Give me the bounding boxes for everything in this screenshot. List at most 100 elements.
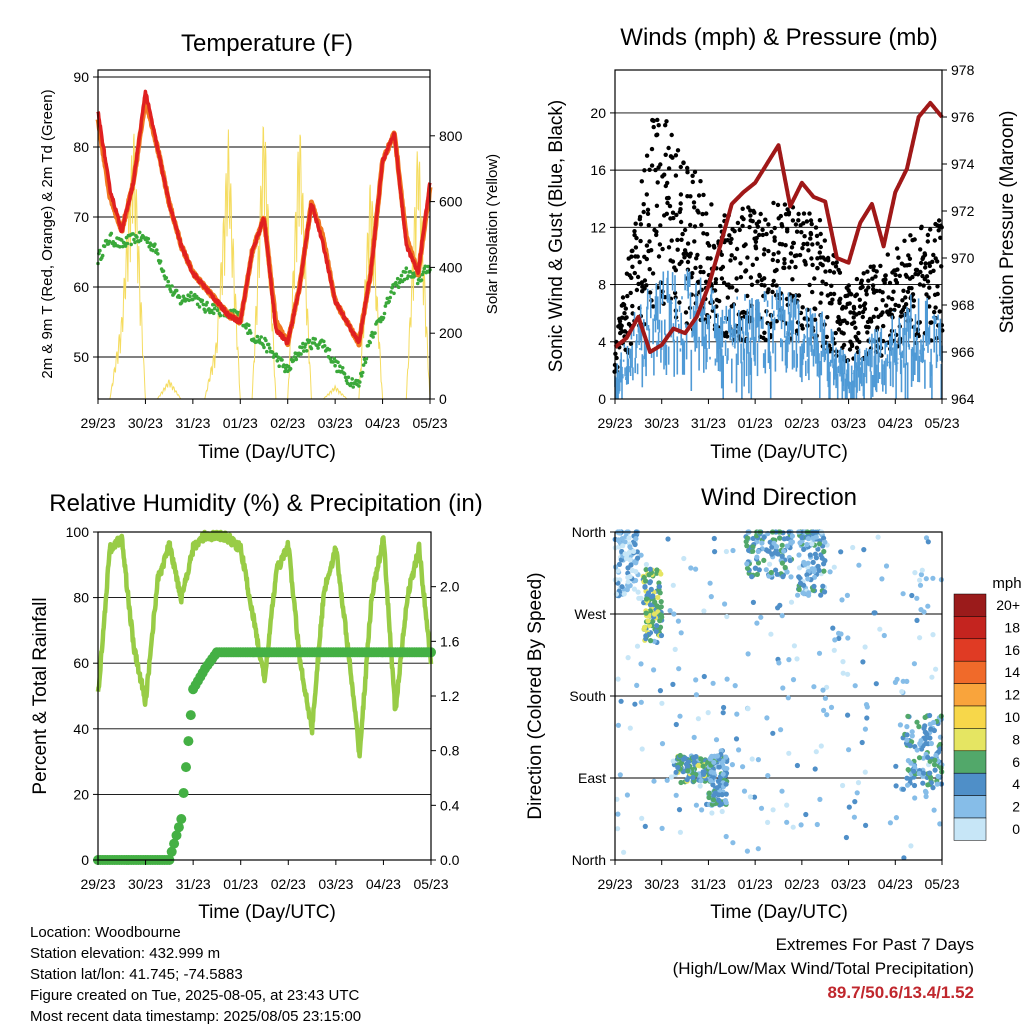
- gust-point: [700, 211, 705, 217]
- gust-point: [874, 269, 879, 274]
- direction-point: [912, 795, 918, 801]
- dewpoint-point: [135, 235, 139, 239]
- gust-point: [800, 326, 805, 331]
- gust-point: [808, 232, 814, 237]
- gust-point: [802, 234, 807, 239]
- direction-point: [770, 730, 776, 736]
- direction-point: [732, 683, 738, 689]
- humidity-xtick-label: 30/23: [128, 876, 163, 892]
- gust-point: [674, 212, 679, 218]
- gust-point: [634, 287, 640, 293]
- gust-point: [685, 241, 691, 246]
- dewpoint-point: [131, 232, 135, 236]
- direction-point: [820, 687, 826, 693]
- gust-point: [885, 252, 890, 257]
- direction-point: [821, 568, 827, 574]
- gust-point: [688, 194, 693, 199]
- winds-ytick-right-label: 966: [951, 344, 975, 360]
- gust-point: [633, 221, 638, 226]
- gust-point: [761, 252, 767, 257]
- dewpoint-point: [388, 295, 393, 300]
- temp-2m-line: [96, 89, 432, 346]
- gust-point: [696, 193, 702, 198]
- gust-point: [629, 254, 634, 259]
- gust-point: [758, 211, 763, 217]
- gust-point: [725, 238, 730, 243]
- direction-point: [619, 584, 625, 590]
- direction-point: [712, 549, 718, 555]
- direction-point: [741, 788, 748, 794]
- gust-point: [870, 276, 875, 281]
- rh-line: [95, 529, 434, 759]
- gust-point: [679, 259, 684, 264]
- direction-point: [643, 596, 650, 602]
- gust-point: [856, 330, 861, 336]
- gust-point: [927, 304, 932, 309]
- direction-point: [836, 635, 842, 642]
- direction-point: [820, 583, 826, 589]
- direction-point: [758, 614, 764, 620]
- direction-point: [781, 548, 787, 554]
- dewpoint-point: [133, 240, 137, 245]
- direction-point: [843, 834, 850, 841]
- temperature-xtick-label: 31/23: [175, 415, 210, 431]
- gust-point: [894, 280, 900, 285]
- gust-point: [703, 279, 709, 284]
- temperature-ytick-right-label: 800: [439, 128, 463, 144]
- direction-point: [881, 632, 887, 639]
- winds-ytick-label: 12: [590, 219, 606, 235]
- dewpoint-point: [187, 298, 191, 303]
- direction-point: [922, 714, 928, 721]
- direction-point: [672, 646, 678, 653]
- direction-point: [713, 737, 720, 743]
- gust-point: [645, 207, 651, 212]
- station-info: Location: Woodbourne Station elevation: …: [30, 922, 361, 1027]
- gust-point: [880, 298, 885, 303]
- direction-point: [925, 782, 931, 788]
- humidity-ytick-right-label: 0.4: [440, 797, 460, 813]
- dewpoint-point: [415, 281, 420, 286]
- gust-point: [666, 195, 671, 201]
- dewpoint-point: [351, 385, 356, 389]
- gust-point: [864, 292, 869, 297]
- gust-point: [838, 296, 843, 301]
- gust-point: [692, 205, 697, 210]
- direction-point: [773, 567, 779, 573]
- direction-point: [840, 659, 846, 665]
- dewpoint-point: [358, 380, 362, 384]
- direction-point: [654, 623, 660, 629]
- dewpoint-point: [288, 366, 293, 371]
- direction-point: [904, 732, 910, 738]
- gust-point: [678, 207, 683, 212]
- gust-point: [837, 300, 842, 306]
- direction-point: [659, 825, 665, 832]
- direction-point: [921, 609, 927, 615]
- winds-ytick-label: 4: [598, 334, 606, 350]
- direction-point: [618, 557, 624, 563]
- dewpoint-point: [120, 244, 125, 249]
- gust-point: [764, 231, 769, 237]
- gust-point: [833, 264, 839, 269]
- direction-point: [861, 547, 867, 553]
- winds-xtick-label: 30/23: [644, 415, 679, 431]
- gust-point: [630, 264, 635, 269]
- direction-point: [916, 755, 923, 761]
- colorbar-swatch: [953, 660, 987, 684]
- direction-point: [777, 535, 783, 541]
- winds-ytick-right-label: 968: [951, 297, 975, 313]
- direction-point: [863, 822, 869, 829]
- gust-point: [735, 220, 741, 226]
- direction-point: [684, 777, 690, 783]
- dewpoint-point: [307, 338, 312, 343]
- gust-point: [656, 254, 662, 259]
- dewpoint-point: [340, 366, 345, 370]
- gust-point: [622, 311, 627, 316]
- direction-point: [649, 594, 655, 600]
- direction-xtick-label: 30/23: [644, 876, 679, 892]
- direction-point: [769, 551, 775, 557]
- winds-ytick-right-label: 970: [951, 250, 975, 266]
- gust-point: [720, 264, 726, 270]
- direction-point: [804, 541, 810, 548]
- direction-point: [795, 592, 801, 598]
- dewpoint-point: [248, 331, 253, 335]
